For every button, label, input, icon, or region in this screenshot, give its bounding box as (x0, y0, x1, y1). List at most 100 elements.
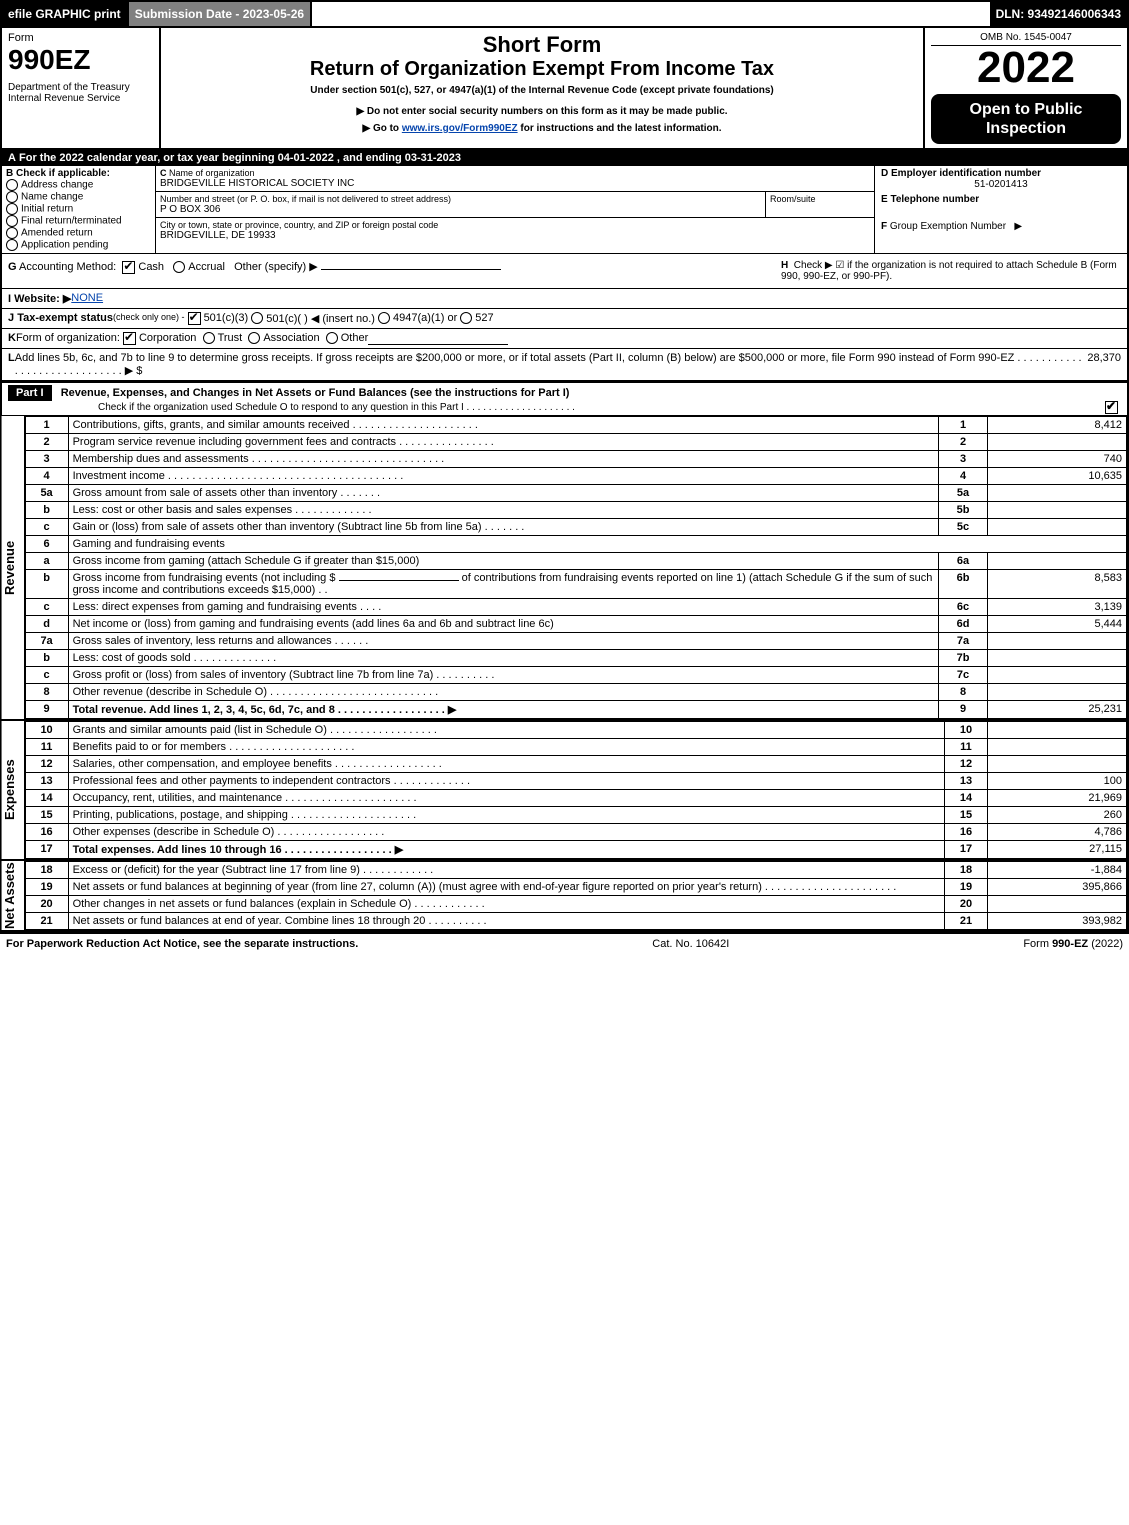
top-spacer (312, 2, 989, 26)
line-19-val: 395,866 (988, 879, 1127, 896)
line-3-val: 740 (988, 451, 1127, 468)
line-5b-text: Less: cost or other basis and sales expe… (73, 504, 372, 516)
line-6a-text: Gross income from gaming (attach Schedul… (73, 555, 420, 567)
street: P O BOX 306 (160, 204, 761, 215)
form-number: 990EZ (8, 44, 153, 76)
part-i-check: Check if the organization used Schedule … (98, 402, 575, 413)
line-l: L Add lines 5b, 6c, and 7b to line 9 to … (2, 349, 1127, 381)
chk-assoc[interactable] (248, 332, 260, 344)
line-18-text: Excess or (deficit) for the year (Subtra… (68, 862, 944, 879)
form-header: Form 990EZ Department of the Treasury In… (2, 28, 1127, 150)
section-b-c-d: B Check if applicable: Address change Na… (2, 166, 1127, 254)
line-1-text: Contributions, gifts, grants, and simila… (68, 417, 938, 434)
part-i-header: Part I Revenue, Expenses, and Changes in… (2, 381, 1127, 416)
line-18-val: -1,884 (988, 862, 1127, 879)
line-15-val: 260 (988, 807, 1127, 824)
room-suite: Room/suite (766, 192, 874, 217)
irs-link[interactable]: www.irs.gov/Form990EZ (402, 123, 518, 134)
line-2-val (988, 434, 1127, 451)
line-5a-text: Gross amount from sale of assets other t… (73, 487, 381, 499)
line-16-val: 4,786 (988, 824, 1127, 841)
irs-label: Internal Revenue Service (8, 93, 153, 104)
short-form-title: Short Form (169, 32, 915, 58)
return-title: Return of Organization Exempt From Incom… (169, 58, 915, 81)
other-specify-input[interactable] (321, 269, 501, 270)
line-11-text: Benefits paid to or for members . . . . … (68, 739, 944, 756)
l-value: 28,370 (1087, 352, 1121, 377)
f-label: F Group Exemption Number ▶ (881, 221, 1121, 232)
line-5c-text: Gain or (loss) from sale of assets other… (68, 519, 938, 536)
line-13-text: Professional fees and other payments to … (68, 773, 944, 790)
chk-init[interactable] (6, 203, 18, 215)
chk-final[interactable] (6, 215, 18, 227)
ein: 51-0201413 (881, 179, 1121, 190)
line-7a-text: Gross sales of inventory, less returns a… (73, 635, 369, 647)
line-2-text: Program service revenue including govern… (68, 434, 938, 451)
submission-date-badge: Submission Date - 2023-05-26 (129, 2, 312, 26)
org-name: BRIDGEVILLE HISTORICAL SOCIETY INC (160, 178, 870, 189)
line-12-val (988, 756, 1127, 773)
line-13-val: 100 (988, 773, 1127, 790)
line-4-text: Investment income . . . . . . . . . . . … (68, 468, 938, 485)
chk-501c[interactable] (251, 312, 263, 324)
line-12-text: Salaries, other compensation, and employ… (68, 756, 944, 773)
chk-schedule-o[interactable] (1105, 401, 1118, 414)
part-i-title: Revenue, Expenses, and Changes in Net As… (61, 387, 570, 399)
header-sub2: ▶ Do not enter social security numbers o… (169, 106, 915, 117)
d-label: D Employer identification number (881, 168, 1121, 179)
chk-app[interactable] (6, 239, 18, 251)
dln-badge: DLN: 93492146006343 (990, 2, 1127, 26)
line-16-text: Other expenses (describe in Schedule O) … (68, 824, 944, 841)
line-21-text: Net assets or fund balances at end of ye… (68, 913, 944, 930)
chk-name[interactable] (6, 191, 18, 203)
line-6b-input[interactable] (339, 580, 459, 581)
line-11-val (988, 739, 1127, 756)
line-14-val: 21,969 (988, 790, 1127, 807)
dept-treasury: Department of the Treasury (8, 82, 153, 93)
line-9-val: 25,231 (988, 701, 1127, 719)
line-j: J Tax-exempt status (check only one) - 5… (2, 309, 1127, 329)
expenses-table: 10Grants and similar amounts paid (list … (25, 721, 1127, 859)
revenue-table: 1Contributions, gifts, grants, and simil… (25, 416, 1127, 719)
website-link[interactable]: NONE (71, 292, 103, 305)
h-text: H Check ▶ ☑ if the organization is not r… (781, 260, 1121, 282)
chk-cash[interactable] (122, 261, 135, 274)
line-5c-val (988, 519, 1127, 536)
k-label: Form of organization: (16, 332, 120, 345)
revenue-vlabel: Revenue (2, 416, 24, 719)
line-8-text: Other revenue (describe in Schedule O) .… (68, 684, 938, 701)
footer-mid: Cat. No. 10642I (652, 938, 729, 950)
header-sub1: Under section 501(c), 527, or 4947(a)(1)… (169, 85, 915, 96)
line-10-text: Grants and similar amounts paid (list in… (68, 722, 944, 739)
city-label: City or town, state or province, country… (160, 220, 870, 230)
chk-addr[interactable] (6, 179, 18, 191)
line-5a-sv (988, 485, 1127, 502)
chk-amend[interactable] (6, 227, 18, 239)
line-g-h: G Accounting Method: Cash Accrual Other … (2, 254, 1127, 289)
i-label: Website: ▶ (14, 293, 71, 305)
line-6b-sv: 8,583 (988, 570, 1127, 599)
b-label: B Check if applicable: (6, 168, 151, 179)
line-1-val: 8,412 (988, 417, 1127, 434)
chk-other[interactable] (326, 332, 338, 344)
line-10-val (988, 722, 1127, 739)
chk-corp[interactable] (123, 332, 136, 345)
line-k: K Form of organization: Corporation Trus… (2, 329, 1127, 349)
line-20-text: Other changes in net assets or fund bala… (68, 896, 944, 913)
city: BRIDGEVILLE, DE 19933 (160, 230, 870, 241)
line-7c-val (988, 667, 1127, 684)
chk-4947[interactable] (378, 312, 390, 324)
line-19-text: Net assets or fund balances at beginning… (68, 879, 944, 896)
other-org-input[interactable] (368, 332, 508, 345)
chk-trust[interactable] (203, 332, 215, 344)
line-6-text: Gaming and fundraising events (68, 536, 1126, 553)
top-toolbar: efile GRAPHIC print Submission Date - 20… (2, 2, 1127, 28)
line-14-text: Occupancy, rent, utilities, and maintena… (68, 790, 944, 807)
part-i-tab: Part I (8, 385, 52, 401)
chk-accrual[interactable] (173, 261, 185, 273)
efile-print-button[interactable]: efile GRAPHIC print (2, 2, 129, 26)
chk-501c3[interactable] (188, 312, 201, 325)
tax-year: 2022 (931, 46, 1121, 90)
netassets-vlabel: Net Assets (2, 861, 24, 930)
chk-527[interactable] (460, 312, 472, 324)
